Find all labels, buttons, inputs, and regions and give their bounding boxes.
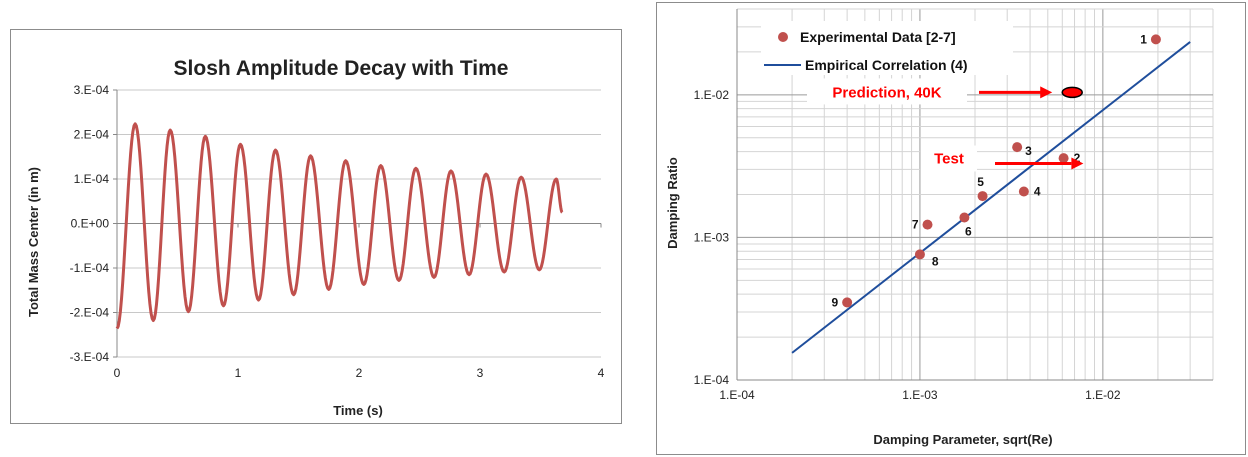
right-point-label: 5	[977, 175, 984, 189]
left-x-tick-label: 3	[477, 366, 484, 380]
right-data-point	[959, 212, 970, 223]
right-data-point	[1018, 186, 1029, 197]
legend-bg	[761, 21, 1013, 75]
right-point-label: 4	[1034, 184, 1041, 198]
right-point-label: 1	[1140, 32, 1147, 46]
right-x-tick-label: 1.E-04	[719, 388, 755, 402]
test-label: Test	[934, 150, 964, 167]
damping-chart-svg: 1.E-02 1.E-03 1.E-041.E-04 1.E-03 1.E-02 1 2 3…	[665, 8, 1214, 447]
left-y-tick-label: -2.E-04	[70, 306, 110, 320]
right-data-point	[914, 249, 925, 260]
right-data-point	[977, 191, 988, 202]
left-x-axis-label: Time (s)	[333, 403, 383, 418]
right-y-axis-label: Damping Ratio	[665, 157, 680, 249]
right-correlation-line	[791, 41, 1191, 354]
right-data-point	[1058, 153, 1069, 164]
right-point-label: 6	[965, 224, 972, 238]
right-data-point	[922, 219, 933, 230]
right-point-label: 3	[1025, 144, 1032, 158]
right-legend: Experimental Data [2-7] Empirical Correla…	[761, 21, 1013, 75]
prediction-marker	[1061, 86, 1083, 99]
left-y-tick-label: 0.E+00	[71, 217, 110, 231]
slosh-chart-svg: 3.E-04 2.E-04 1.E-04 0.E+00 -1.E-04 -2.E-04 -3…	[26, 57, 605, 418]
right-x-tick-label: 1.E-03	[902, 388, 938, 402]
left-x-tick-label: 0	[114, 366, 121, 380]
legend-label-experimental: Experimental Data [2-7]	[800, 29, 956, 45]
test-label-bg	[921, 145, 977, 172]
prediction-label: Prediction, 40K	[832, 84, 941, 101]
legend-marker-experimental	[778, 32, 788, 42]
prediction-label-bg	[807, 78, 967, 105]
right-data-point	[1012, 142, 1023, 153]
left-x-tick-label: 2	[356, 366, 363, 380]
right-point-label: 9	[831, 295, 838, 309]
left-chart-title: Slosh Amplitude Decay with Time	[174, 57, 509, 80]
right-y-tick-label: 1.E-04	[694, 373, 730, 387]
left-y-tick-label: -3.E-04	[70, 350, 110, 364]
right-x-axis-label: Damping Parameter, sqrt(Re)	[873, 432, 1052, 447]
right-data-point	[1150, 34, 1161, 45]
right-y-tick-label: 1.E-03	[694, 230, 730, 244]
left-y-tick-label: -1.E-04	[70, 261, 110, 275]
prediction-arrow-head	[1040, 86, 1053, 99]
right-point-label: 2	[1074, 151, 1081, 165]
left-y-axis-label: Total Mass Center (in m)	[26, 167, 41, 317]
right-annotations: Prediction, 40K Test	[807, 78, 1084, 172]
legend-label-correlation: Empirical Correlation (4)	[805, 57, 968, 73]
right-axes: 1.E-02 1.E-03 1.E-041.E-04 1.E-03 1.E-02	[694, 9, 1213, 402]
left-axes: 3.E-04 2.E-04 1.E-04 0.E+00 -1.E-04 -2.E-04 -3…	[70, 83, 605, 380]
test-arrow-head	[1071, 157, 1084, 170]
right-series: 1 2 3 4 5 6 7 8 9	[791, 32, 1191, 354]
left-x-tick-label: 1	[235, 366, 242, 380]
left-y-tick-label: 1.E-04	[74, 172, 110, 186]
right-point-label: 8	[932, 254, 939, 268]
right-point-label: 7	[912, 218, 919, 232]
damping-ratio-chart: 1.E-02 1.E-03 1.E-04 1.E-04 1.E-03 1.E-02 1 2 3…	[656, 2, 1246, 455]
left-y-tick-label: 3.E-04	[74, 83, 110, 97]
right-y-tick-label: 1.E-02	[694, 88, 730, 102]
slosh-amplitude-chart: 3.E-04 2.E-04 1.E-04 0.E+00 -1.E-04 -2.E-04 -3…	[10, 29, 622, 424]
left-series-line	[115, 122, 564, 330]
left-x-tick-label: 4	[598, 366, 605, 380]
left-y-tick-label: 2.E-04	[74, 128, 110, 142]
right-data-point	[842, 297, 853, 308]
left-series	[115, 122, 564, 330]
right-x-tick-label: 1.E-02	[1085, 388, 1121, 402]
